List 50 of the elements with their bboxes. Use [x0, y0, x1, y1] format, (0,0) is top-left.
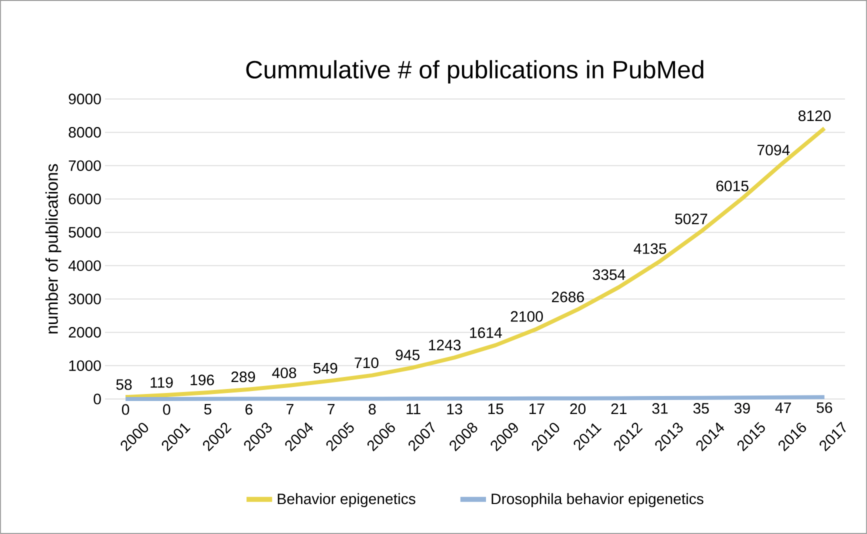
chart-title: Cummulative # of publications in PubMed [246, 60, 704, 84]
y-tick-label: 8000 [68, 127, 101, 138]
data-label: 8120 [798, 110, 831, 122]
data-label: 2686 [552, 292, 584, 302]
y-tick-label: 9000 [68, 94, 101, 104]
data-label: 56 [816, 402, 832, 413]
data-label: 6015 [716, 180, 748, 192]
data-label: 7 [286, 404, 294, 414]
data-label: 7094 [758, 144, 790, 156]
y-tick-label: 3000 [68, 294, 101, 304]
data-label: 0 [122, 404, 130, 415]
y-axis-title: number of publications [45, 164, 62, 334]
data-label: 1243 [429, 340, 461, 350]
data-label: 5027 [675, 214, 708, 224]
data-label: 196 [190, 374, 214, 386]
data-label: 31 [652, 403, 668, 414]
data-label: 119 [150, 377, 173, 388]
y-tick-label: 5000 [68, 227, 101, 238]
data-label: 21 [611, 403, 626, 414]
data-label: 7 [328, 404, 335, 414]
data-label: 408 [272, 368, 296, 378]
data-label: 13 [447, 404, 462, 414]
data-label: 6 [245, 404, 252, 415]
data-label: 0 [163, 404, 170, 415]
data-label: 11 [406, 404, 420, 414]
y-tick-label: 1000 [69, 360, 101, 371]
data-label: 39 [734, 402, 750, 414]
data-label: 1614 [470, 327, 502, 338]
data-label: 5 [204, 404, 212, 414]
legend-label: Drosophila behavior epigenetics [492, 493, 704, 508]
data-label: 289 [231, 372, 255, 382]
data-label: 35 [693, 403, 709, 414]
data-label: 3354 [592, 269, 626, 280]
y-tick-label: 0 [94, 394, 101, 404]
data-label: 15 [488, 404, 504, 414]
data-label: 20 [570, 404, 586, 414]
data-label: 945 [396, 350, 420, 360]
data-label: 58 [116, 379, 132, 390]
y-tick-label: 7000 [68, 160, 101, 171]
data-label: 17 [529, 404, 544, 414]
data-label: 710 [354, 358, 378, 368]
y-tick-label: 2000 [68, 327, 101, 338]
data-label: 4135 [634, 243, 666, 254]
y-tick-label: 4000 [68, 260, 101, 271]
data-label: 2100 [510, 311, 543, 322]
legend-label: Behavior epigenetics [278, 493, 416, 508]
data-label: 549 [313, 362, 338, 374]
data-label: 8 [368, 404, 376, 415]
y-tick-label: 6000 [68, 194, 101, 204]
data-label: 47 [775, 402, 791, 413]
